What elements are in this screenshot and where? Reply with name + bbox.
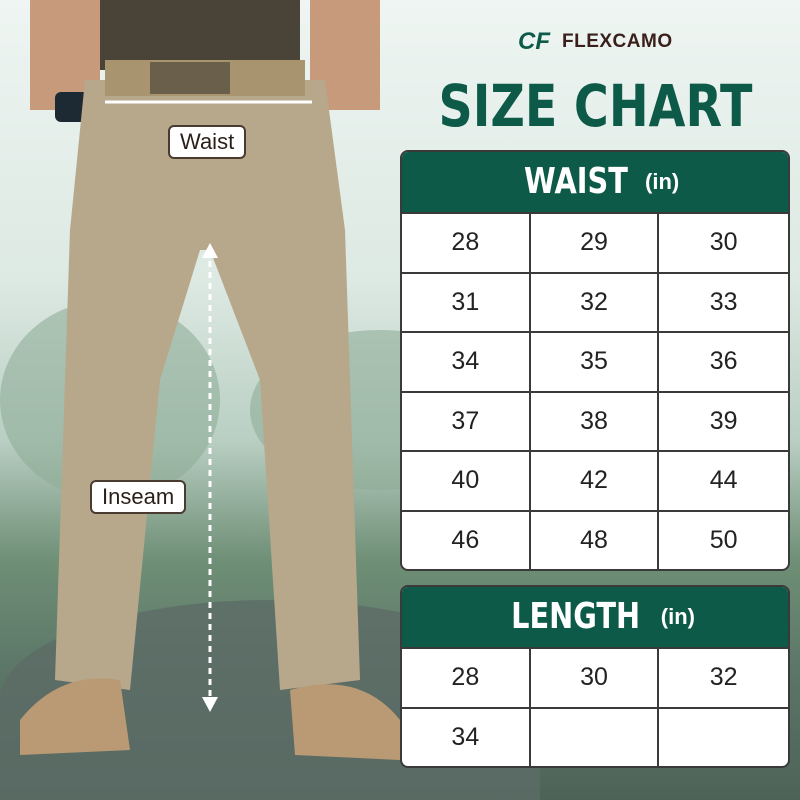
brand-name: FLEXCAMO — [562, 31, 673, 52]
waist-table-header: WAIST (in) — [402, 152, 788, 212]
page-title-wrap: SIZE CHART — [400, 72, 790, 140]
length-grid: 28 30 32 34 — [402, 647, 788, 766]
size-cell: 28 — [402, 212, 531, 272]
arrow-head — [202, 697, 218, 712]
size-cell: 48 — [530, 509, 660, 569]
size-cell: 42 — [530, 450, 660, 510]
size-cell: 32 — [659, 647, 788, 707]
left-boot — [20, 678, 130, 755]
brand-logo: CF FLEXCAMO — [518, 30, 673, 54]
size-cell: 31 — [402, 271, 531, 331]
size-cell — [530, 706, 660, 766]
size-cell: 28 — [402, 647, 531, 707]
pants — [55, 80, 360, 690]
shirt — [100, 0, 300, 70]
size-cell: 40 — [402, 450, 531, 510]
size-cell: 39 — [659, 390, 788, 451]
length-unit: (in) — [660, 604, 695, 629]
size-cell: 37 — [402, 390, 531, 450]
waist-table: WAIST (in) 28 29 30 31 32 33 34 35 36 37 38 39 40 42 4… — [400, 150, 790, 571]
size-cell: 38 — [530, 390, 660, 450]
page-title: SIZE CHART — [438, 72, 752, 140]
size-cell: 34 — [402, 706, 531, 766]
pants-photo — [20, 0, 400, 760]
size-cell: 35 — [530, 331, 660, 391]
inseam-label: Inseam — [90, 480, 187, 514]
size-cell: 50 — [659, 509, 788, 570]
right-boot — [290, 684, 400, 760]
waist-heading: WAIST — [523, 161, 628, 202]
size-cell: 30 — [530, 647, 660, 707]
waist-grid: 28 29 30 31 32 33 34 35 36 37 38 39 40 42 44 46 48 50 — [402, 212, 788, 569]
size-cell: 30 — [659, 212, 788, 272]
size-cell: 29 — [530, 212, 660, 272]
size-cell — [659, 706, 788, 767]
size-cell: 44 — [659, 450, 788, 510]
waist-label: Waist — [168, 125, 247, 159]
length-heading: LENGTH — [511, 596, 641, 637]
logo-mark-icon: CF — [518, 28, 550, 55]
size-cell: 33 — [659, 271, 788, 332]
belt-buckle — [150, 62, 230, 94]
size-cell: 32 — [530, 271, 660, 331]
length-table-header: LENGTH (in) — [402, 587, 788, 647]
size-cell: 46 — [402, 509, 531, 569]
size-cell: 34 — [402, 331, 531, 391]
size-cell: 36 — [659, 331, 788, 391]
length-table: LENGTH (in) 28 30 32 34 — [400, 585, 790, 768]
waist-unit: (in) — [645, 169, 680, 194]
arrow-head — [202, 243, 218, 258]
